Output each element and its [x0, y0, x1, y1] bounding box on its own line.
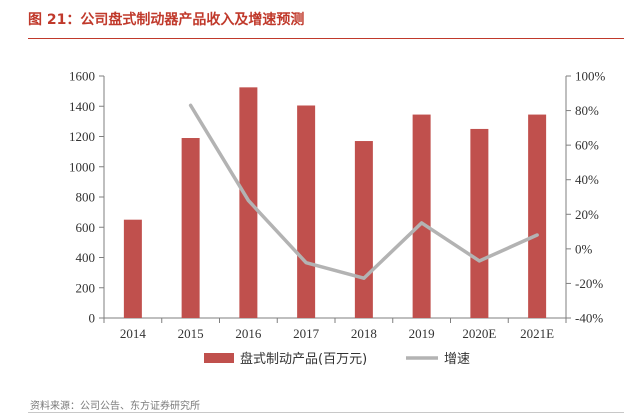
left-y-tick-label: 1600	[69, 69, 95, 84]
x-tick-label: 2016	[235, 326, 262, 341]
left-y-tick-label: 1000	[69, 159, 95, 174]
left-y-tick-label: 1200	[69, 129, 95, 144]
footer-divider	[28, 412, 624, 413]
bar-2019	[412, 114, 431, 318]
growth-point-2016	[246, 198, 250, 202]
right-y-tick-label: -40%	[575, 311, 603, 326]
x-tick-label: 2015	[178, 326, 204, 341]
bar-2021E	[528, 114, 547, 318]
x-tick-label: 2020E	[462, 326, 496, 341]
legend-bar-swatch	[204, 353, 234, 363]
x-tick-label: 2018	[351, 326, 377, 341]
left-y-tick-label: 1400	[69, 99, 95, 114]
right-y-tick-label: -20%	[575, 276, 603, 291]
left-y-tick-label: 0	[89, 311, 96, 326]
legend-bar-label: 盘式制动产品(百万元)	[240, 351, 367, 367]
right-y-tick-label: 40%	[575, 172, 599, 187]
legend-line-label: 增速	[444, 352, 470, 367]
growth-point-2015	[189, 103, 193, 107]
right-y-tick-label: 60%	[575, 138, 599, 153]
growth-point-2021E	[535, 233, 539, 237]
bar-2018	[354, 141, 373, 318]
left-y-tick-label: 200	[76, 280, 96, 295]
source-note: 资料来源：公司公告、东方证券研究所	[30, 401, 200, 412]
left-y-tick-label: 800	[76, 190, 96, 205]
x-tick-label: 2021E	[520, 326, 554, 341]
bar-2014	[123, 219, 142, 318]
title-divider	[28, 38, 624, 39]
right-y-tick-label: 100%	[575, 69, 606, 84]
bar-2020E	[470, 128, 489, 318]
figure-title: 图 21：公司盘式制动器产品收入及增速预测	[28, 12, 305, 28]
x-tick-label: 2014	[120, 326, 147, 341]
left-y-tick-label: 400	[76, 250, 96, 265]
growth-point-2018	[362, 276, 366, 280]
growth-point-2019	[420, 221, 424, 225]
x-tick-label: 2017	[293, 326, 320, 341]
left-y-tick-label: 600	[76, 220, 96, 235]
x-tick-label: 2019	[409, 326, 435, 341]
right-y-tick-label: 20%	[575, 207, 599, 222]
growth-point-2020E	[477, 259, 481, 263]
right-y-tick-label: 80%	[575, 103, 599, 118]
chart: 0 200 400 600 800 1000 1200 1400 1600 -40% -20% 0% 2…	[69, 69, 606, 368]
right-y-tick-label: 0%	[575, 241, 593, 256]
bar-2015	[181, 138, 200, 318]
bar-2017	[297, 105, 316, 319]
growth-point-2017	[304, 261, 308, 265]
